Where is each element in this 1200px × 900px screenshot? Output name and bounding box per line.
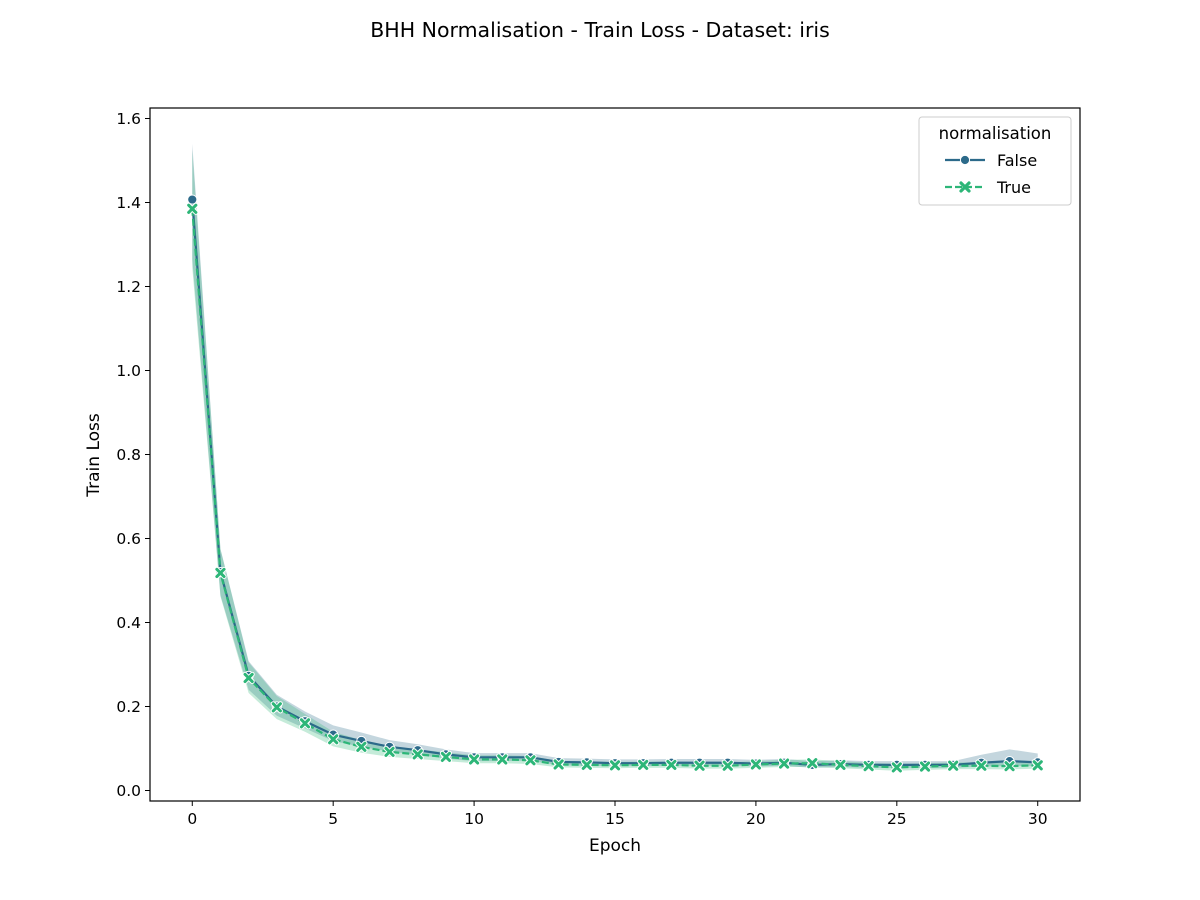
data-point-true [468, 754, 480, 765]
x-tick-label: 0 [187, 810, 197, 828]
y-tick-label: 1.6 [116, 110, 141, 128]
series-line-true [191, 208, 1038, 769]
legend-marker-true [959, 181, 971, 193]
x-tick-label: 20 [746, 810, 766, 828]
chart-title: BHH Normalisation - Train Loss - Dataset… [370, 18, 830, 42]
data-point-true [299, 718, 311, 729]
data-point-true [638, 759, 649, 770]
data-point-true [919, 761, 931, 772]
data-point-true [215, 567, 226, 579]
data-point-true [863, 761, 874, 772]
confidence-bands [192, 143, 1038, 771]
data-point-true [807, 758, 818, 769]
y-axis-ticks: 0.0 0.2 0.4 0.6 0.8 1.0 1.2 1.4 1.6 [116, 110, 150, 800]
series-line-false [191, 199, 1038, 766]
data-point-true [328, 734, 339, 745]
data-point-true [271, 702, 282, 713]
data-point-true [525, 755, 536, 766]
data-point-true [187, 203, 198, 214]
y-tick-label: 0.6 [116, 530, 141, 548]
data-point-true [722, 760, 733, 771]
data-point-true [976, 760, 987, 771]
x-tick-label: 25 [887, 810, 907, 828]
series-lines [191, 199, 1038, 769]
x-axis-label: Epoch [589, 836, 641, 856]
y-tick-label: 0.8 [116, 446, 141, 464]
legend-title: normalisation [939, 124, 1052, 143]
y-tick-label: 0.4 [116, 614, 141, 632]
x-tick-label: 5 [328, 810, 338, 828]
series-markers [186, 194, 1044, 774]
data-point-true [384, 746, 395, 757]
data-point-true [750, 759, 762, 770]
x-axis-ticks: 0 5 10 15 20 25 30 [187, 801, 1048, 828]
y-tick-label: 0.0 [116, 782, 141, 800]
y-tick-label: 1.2 [116, 278, 141, 296]
data-point-true [948, 760, 959, 771]
x-tick-label: 30 [1028, 810, 1048, 828]
data-point-true [609, 760, 621, 771]
data-point-true [243, 672, 254, 684]
y-tick-label: 1.0 [116, 362, 141, 380]
y-axis-label: Train Loss [84, 413, 104, 498]
data-point-true [694, 760, 705, 771]
x-tick-label: 15 [605, 810, 625, 828]
data-point-true [891, 762, 902, 773]
y-tick-label: 1.4 [116, 194, 141, 212]
data-point-true [553, 759, 564, 770]
data-point-true [1032, 760, 1043, 771]
legend: normalisation False True [918, 116, 1072, 206]
confidence-band-false [192, 143, 1038, 768]
data-point-true [581, 759, 592, 770]
data-point-true [835, 759, 846, 770]
data-point-true [356, 741, 367, 752]
data-point-true [666, 759, 677, 770]
legend-marker-false [959, 154, 971, 166]
data-point-true [1004, 761, 1015, 772]
data-point-true [412, 749, 423, 760]
data-point-false [187, 194, 198, 205]
plot-area-frame [149, 107, 1081, 802]
confidence-band-true [192, 150, 1038, 771]
data-point-true [497, 754, 508, 765]
data-point-true [778, 758, 790, 769]
data-point-true [440, 751, 452, 762]
x-tick-label: 10 [464, 810, 484, 828]
legend-box [918, 116, 1072, 206]
y-tick-label: 0.2 [116, 698, 141, 716]
legend-label-true: True [996, 178, 1031, 197]
legend-label-false: False [997, 151, 1037, 170]
